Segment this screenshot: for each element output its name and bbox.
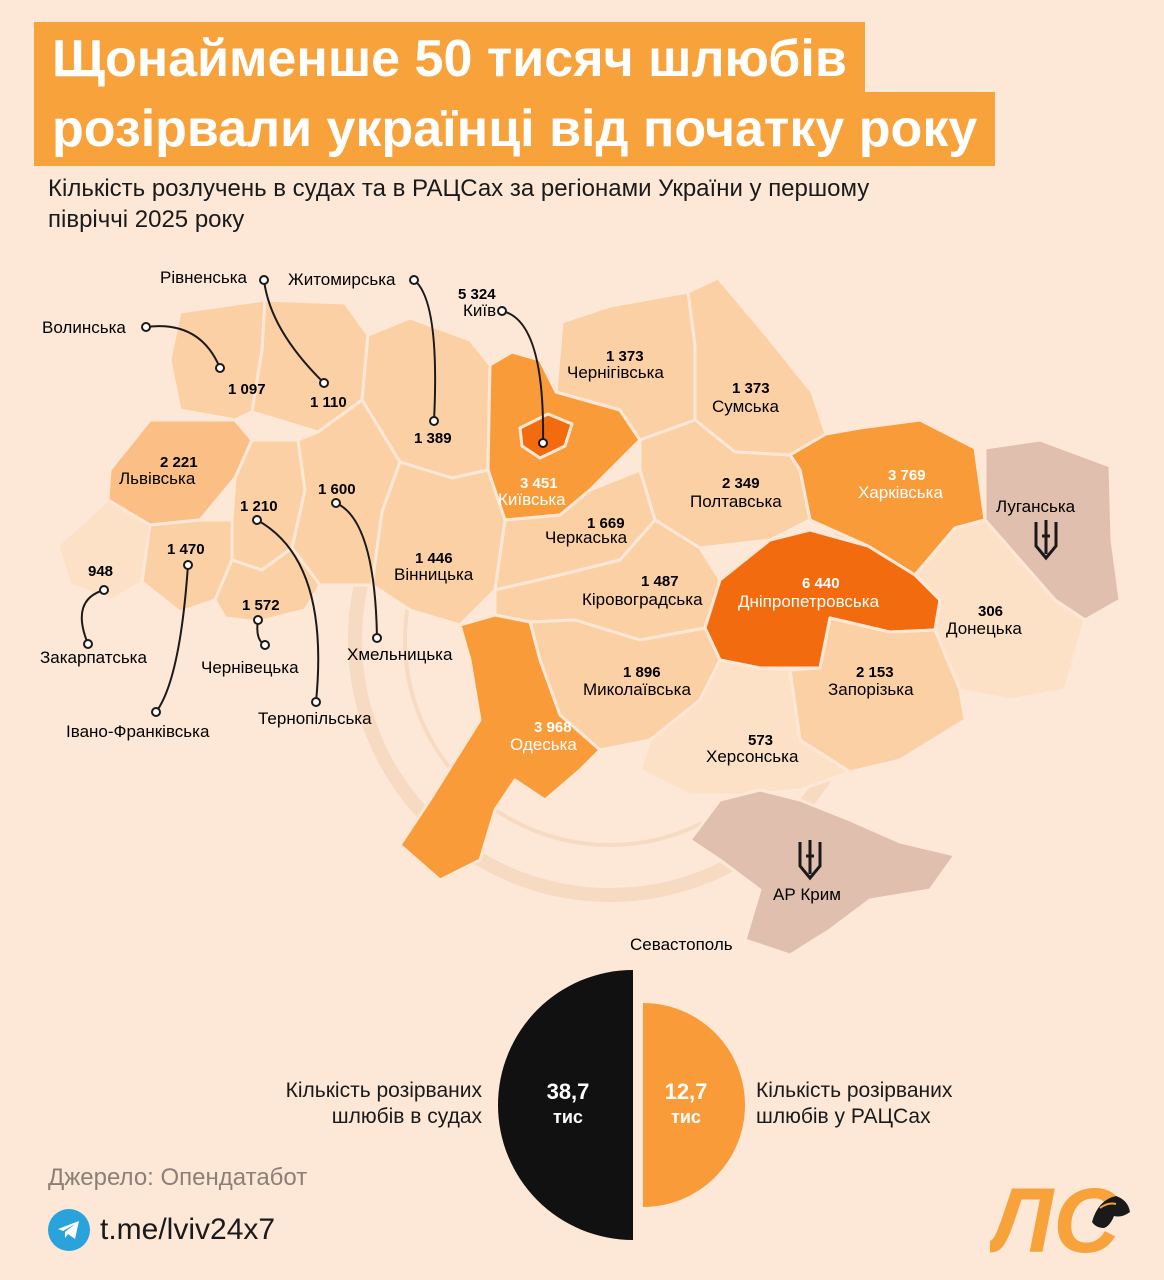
value-khersonska: 573 [748,732,773,749]
value-ivano-frankivska: 1 470 [167,541,205,558]
region-zaporizka [788,616,967,774]
telegram-icon [48,1209,90,1251]
label-dnipropetrovska: Дніпропетровська [738,592,880,611]
region-donetska [913,518,1087,702]
courts-caption: Кількість розірваних шлюбів в судах [232,1078,482,1130]
region-poltavska [638,418,812,550]
label-khmelnytska: Хмельницька [347,645,453,664]
label-sumska: Сумська [712,397,779,416]
value-zhytomyrska: 1 389 [414,430,452,447]
civil-value: 12,7 [665,1079,708,1104]
value-poltavska: 2 349 [722,475,760,492]
courts-caption-line-1: Кількість розірваних [285,1079,482,1102]
civil-half-circle [643,1003,745,1207]
label-chernihivska: Чернігівська [567,363,664,382]
label-crimea: АР Крим [773,885,841,904]
label-zaporizka: Запорізька [828,680,914,699]
value-kirovohradska: 1 487 [641,573,679,590]
region-chernivetska [213,546,322,624]
label-kharkivska: Харківська [858,483,943,502]
lion-icon [1092,1196,1130,1228]
value-kyiv: 5 324 [458,286,496,303]
label-zakarpatska: Закарпатська [40,648,147,667]
courts-value: 38,7 [547,1079,590,1104]
value-mykolaivska: 1 896 [623,664,661,681]
trident-icon [798,840,822,881]
value-ternopilska: 1 210 [240,498,278,515]
courts-caption-line-2: шлюбів в судах [331,1105,482,1128]
value-donetska: 306 [978,603,1003,620]
subtitle: Кількість розлучень в судах та в РАЦСах … [48,175,870,233]
value-chernihivska: 1 373 [606,348,644,365]
region-vinnytska [370,460,507,627]
title-line-1: Щонайменше 50 тисяч шлюбів [34,22,865,96]
trident-icon [1034,520,1058,561]
label-chernivetska: Чернівецька [201,658,299,677]
label-mykolaivska: Миколаївська [583,680,691,699]
region-odeska [398,613,602,882]
telegram-link[interactable]: t.me/lviv24x7 [48,1208,275,1252]
label-khersonska: Херсонська [706,747,799,766]
civil-caption-line-2: шлюбів у РАЦСах [756,1105,931,1128]
label-poltavska: Полтавська [690,492,782,511]
region-volynska [168,298,267,422]
value-lvivska: 2 221 [160,454,198,471]
label-rivnenska: Рівненська [160,268,248,287]
label-zhytomyrska: Житомирська [288,270,396,289]
value-zakarpatska: 948 [88,563,113,580]
label-ivano-frankivska: Івано-Франківська [66,722,210,741]
value-odeska: 3 968 [534,719,572,736]
value-kharkivska: 3 769 [888,467,926,484]
label-kyiv: Київ [463,301,496,320]
label-lvivska: Львівська [119,469,196,488]
label-ternopilska: Тернопільська [258,709,372,728]
civil-unit: тис [671,1107,701,1127]
lvivska-sprava-logo: ЛС [990,1170,1130,1258]
value-rivnenska: 1 110 [310,394,347,411]
label-luhanska: Луганська [996,497,1076,516]
value-dnipropetrovska: 6 440 [802,575,840,592]
value-cherkaska: 1 669 [587,515,625,532]
value-sumska: 1 373 [732,380,770,397]
label-vinnytska: Вінницька [394,565,474,584]
label-odeska: Одеська [510,735,577,754]
value-vinnytska: 1 446 [415,550,453,567]
label-kyivska: Київська [498,490,566,509]
value-khmelnytska: 1 600 [318,481,356,498]
region-crimea [688,788,957,957]
source-text: Джерело: Опендатабот [48,1164,308,1191]
label-volynska: Волинська [42,318,126,337]
civil-caption: Кількість розірваних шлюбів у РАЦСах [756,1078,1016,1130]
label-kirovohradska: Кіровоградська [582,590,703,609]
value-zaporizka: 2 153 [856,664,894,681]
region-sumska [686,276,828,457]
label-donetska: Донецька [946,619,1022,638]
value-kyivska: 3 451 [520,475,558,492]
courts-half-circle [498,970,633,1240]
courts-unit: тис [553,1107,583,1127]
title-line-2: розірвали українці від початку року [34,92,996,166]
region-kyiv [518,412,574,460]
label-sevastopol: Севастополь [630,935,733,954]
value-chernivetska: 1 572 [242,597,280,614]
civil-caption-line-1: Кількість розірваних [756,1079,953,1102]
telegram-url[interactable]: t.me/lviv24x7 [100,1213,276,1246]
region-khersonska [638,658,852,797]
value-volynska: 1 097 [228,381,266,398]
label-cherkaska: Черкаська [545,528,628,547]
